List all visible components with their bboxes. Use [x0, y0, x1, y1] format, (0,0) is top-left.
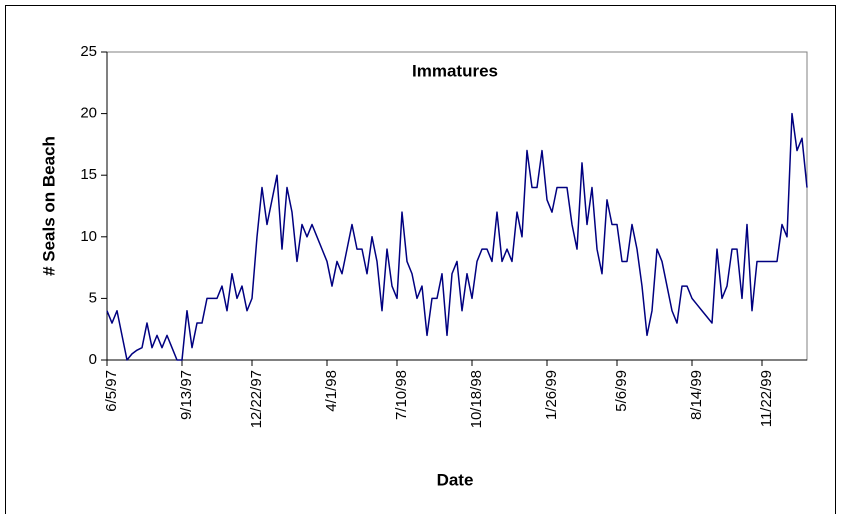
chart-frame [5, 5, 836, 514]
y-tick-label: 5 [89, 289, 97, 306]
x-tick-label: 6/5/97 [103, 370, 120, 412]
x-axis-label: Date [437, 470, 474, 489]
x-tick-label: 1/26/99 [543, 370, 560, 420]
y-axis-label: # Seals on Beach [39, 136, 58, 276]
x-tick-label: 11/22/99 [758, 370, 775, 427]
x-tick-label: 7/10/98 [393, 370, 410, 420]
y-tick-label: 10 [80, 228, 97, 245]
chart-title: Immatures [412, 61, 498, 80]
x-tick-label: 4/1/98 [323, 370, 340, 412]
y-tick-label: 20 [80, 105, 97, 122]
y-tick-label: 0 [89, 351, 97, 368]
y-tick-label: 25 [80, 43, 97, 60]
data-line [106, 112, 808, 361]
x-tick-label: 12/22/97 [248, 370, 265, 428]
x-tick-label: 8/14/99 [688, 370, 705, 420]
plot-area [106, 51, 808, 361]
y-tick-label: 15 [80, 166, 97, 183]
x-tick-label: 10/18/98 [468, 370, 485, 428]
x-tick-label: 5/6/99 [613, 370, 630, 412]
x-tick-label: 9/13/97 [178, 370, 195, 420]
